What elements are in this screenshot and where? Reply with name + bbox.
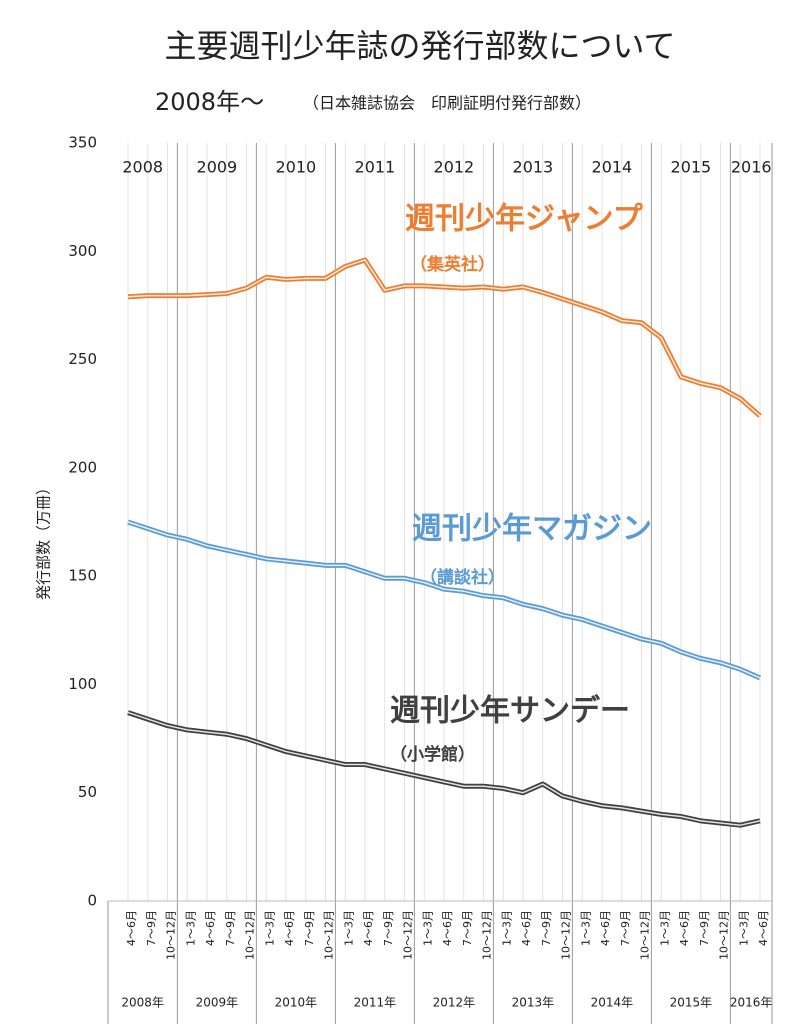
- series-line-inner: [127, 521, 761, 679]
- series-label: 週刊少年ジャンプ: [405, 202, 644, 237]
- year-label-bottom: 2015年: [670, 996, 713, 1010]
- series-publisher: （集英社）: [410, 254, 495, 275]
- year-label-bottom: 2008年: [121, 996, 164, 1010]
- x-tick-label: 4～6月: [125, 910, 138, 946]
- x-tick-label: 4～6月: [283, 910, 296, 946]
- x-tick-label: 7～9月: [461, 910, 474, 946]
- year-label-top: 2016: [731, 158, 772, 177]
- x-tick-label: 10～12月: [244, 910, 257, 960]
- chart-subtitle: 2008年～: [155, 88, 264, 116]
- series-line-inner: [127, 711, 761, 826]
- x-tick-label: 4～6月: [204, 910, 217, 946]
- x-tick-label: 1～3月: [658, 910, 671, 946]
- x-tick-label: 4～6月: [599, 910, 612, 946]
- series-line-inner: [127, 259, 761, 417]
- x-tick-label: 7～9月: [382, 910, 395, 946]
- x-tick-label: 4～6月: [678, 910, 691, 946]
- x-tick-label: 10～12月: [560, 910, 573, 960]
- x-tick-label: 1～3月: [184, 910, 197, 946]
- year-label-bottom: 2012年: [433, 996, 476, 1010]
- year-label-top: 2011: [355, 158, 396, 177]
- year-label-bottom: 2010年: [275, 996, 318, 1010]
- x-tick-label: 10～12月: [718, 910, 731, 960]
- year-label-bottom: 2011年: [354, 996, 397, 1010]
- x-tick-label: 10～12月: [481, 910, 494, 960]
- year-label-top: 2015: [671, 158, 712, 177]
- y-axis-label: 発行部数（万冊）: [35, 480, 53, 600]
- x-tick-label: 7～9月: [224, 910, 237, 946]
- year-label-top: 2008: [122, 158, 163, 177]
- year-label-top: 2010: [276, 158, 317, 177]
- year-label-bottom: 2013年: [512, 996, 555, 1010]
- y-tick-label: 350: [68, 134, 97, 152]
- x-tick-label: 1～3月: [737, 910, 750, 946]
- series-publisher: （小学館）: [390, 744, 475, 765]
- x-tick-label: 7～9月: [145, 910, 158, 946]
- series-label: 週刊少年サンデー: [390, 694, 630, 729]
- series-publisher: （講談社）: [420, 567, 505, 588]
- year-label-top: 2012: [434, 158, 475, 177]
- x-tick-label: 4～6月: [362, 910, 375, 946]
- x-tick-label: 1～3月: [421, 910, 434, 946]
- year-label-bottom: 2009年: [196, 996, 239, 1010]
- y-tick-label: 300: [68, 242, 97, 260]
- y-tick-label: 0: [87, 892, 97, 910]
- x-tick-label: 10～12月: [165, 910, 178, 960]
- x-tick-label: 7～9月: [303, 910, 316, 946]
- x-tick-label: 7～9月: [540, 910, 553, 946]
- series-label: 週刊少年マガジン: [412, 512, 652, 547]
- year-label-bottom: 2014年: [591, 996, 634, 1010]
- year-label-top: 2014: [592, 158, 633, 177]
- year-label-top: 2009: [197, 158, 238, 177]
- x-tick-label: 10～12月: [402, 910, 415, 960]
- y-tick-label: 100: [68, 675, 97, 693]
- x-tick-label: 10～12月: [323, 910, 336, 960]
- y-tick-label: 200: [68, 458, 97, 476]
- x-tick-label: 4～6月: [757, 910, 770, 946]
- chart-title: 主要週刊少年誌の発行部数について: [164, 27, 675, 65]
- y-tick-label: 50: [78, 783, 97, 801]
- x-tick-label: 7～9月: [619, 910, 632, 946]
- x-tick-label: 4～6月: [441, 910, 454, 946]
- x-tick-label: 7～9月: [698, 910, 711, 946]
- x-tick-label: 1～3月: [342, 910, 355, 946]
- x-tick-label: 10～12月: [639, 910, 652, 960]
- x-tick-label: 4～6月: [520, 910, 533, 946]
- x-tick-label: 1～3月: [263, 910, 276, 946]
- y-tick-label: 250: [68, 350, 97, 368]
- year-label-top: 2013: [513, 158, 554, 177]
- x-tick-label: 1～3月: [500, 910, 513, 946]
- y-tick-label: 150: [68, 567, 97, 585]
- year-label-bottom: 2016年: [730, 996, 773, 1010]
- chart-subtitle-note: （日本雑誌協会 印刷証明付発行部数）: [303, 94, 591, 113]
- x-tick-label: 1～3月: [579, 910, 592, 946]
